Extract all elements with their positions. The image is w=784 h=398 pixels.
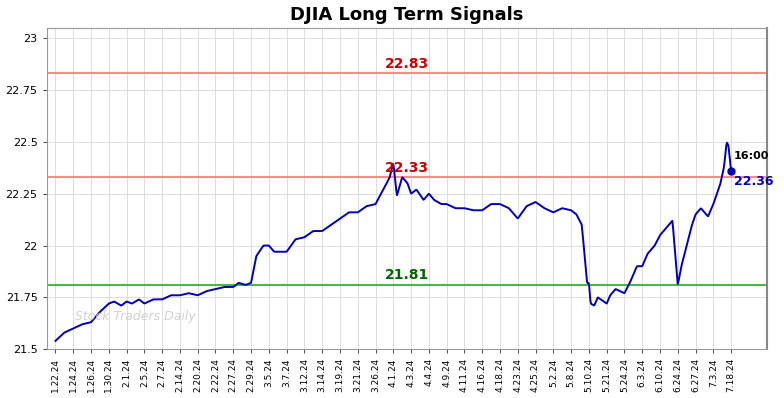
Text: Stock Traders Daily: Stock Traders Daily: [75, 310, 196, 324]
Text: 16:00: 16:00: [734, 151, 769, 162]
Text: 21.81: 21.81: [384, 268, 429, 283]
Title: DJIA Long Term Signals: DJIA Long Term Signals: [290, 6, 524, 23]
Text: 22.83: 22.83: [384, 57, 429, 71]
Text: 22.36: 22.36: [734, 175, 773, 188]
Text: 22.33: 22.33: [384, 161, 428, 175]
